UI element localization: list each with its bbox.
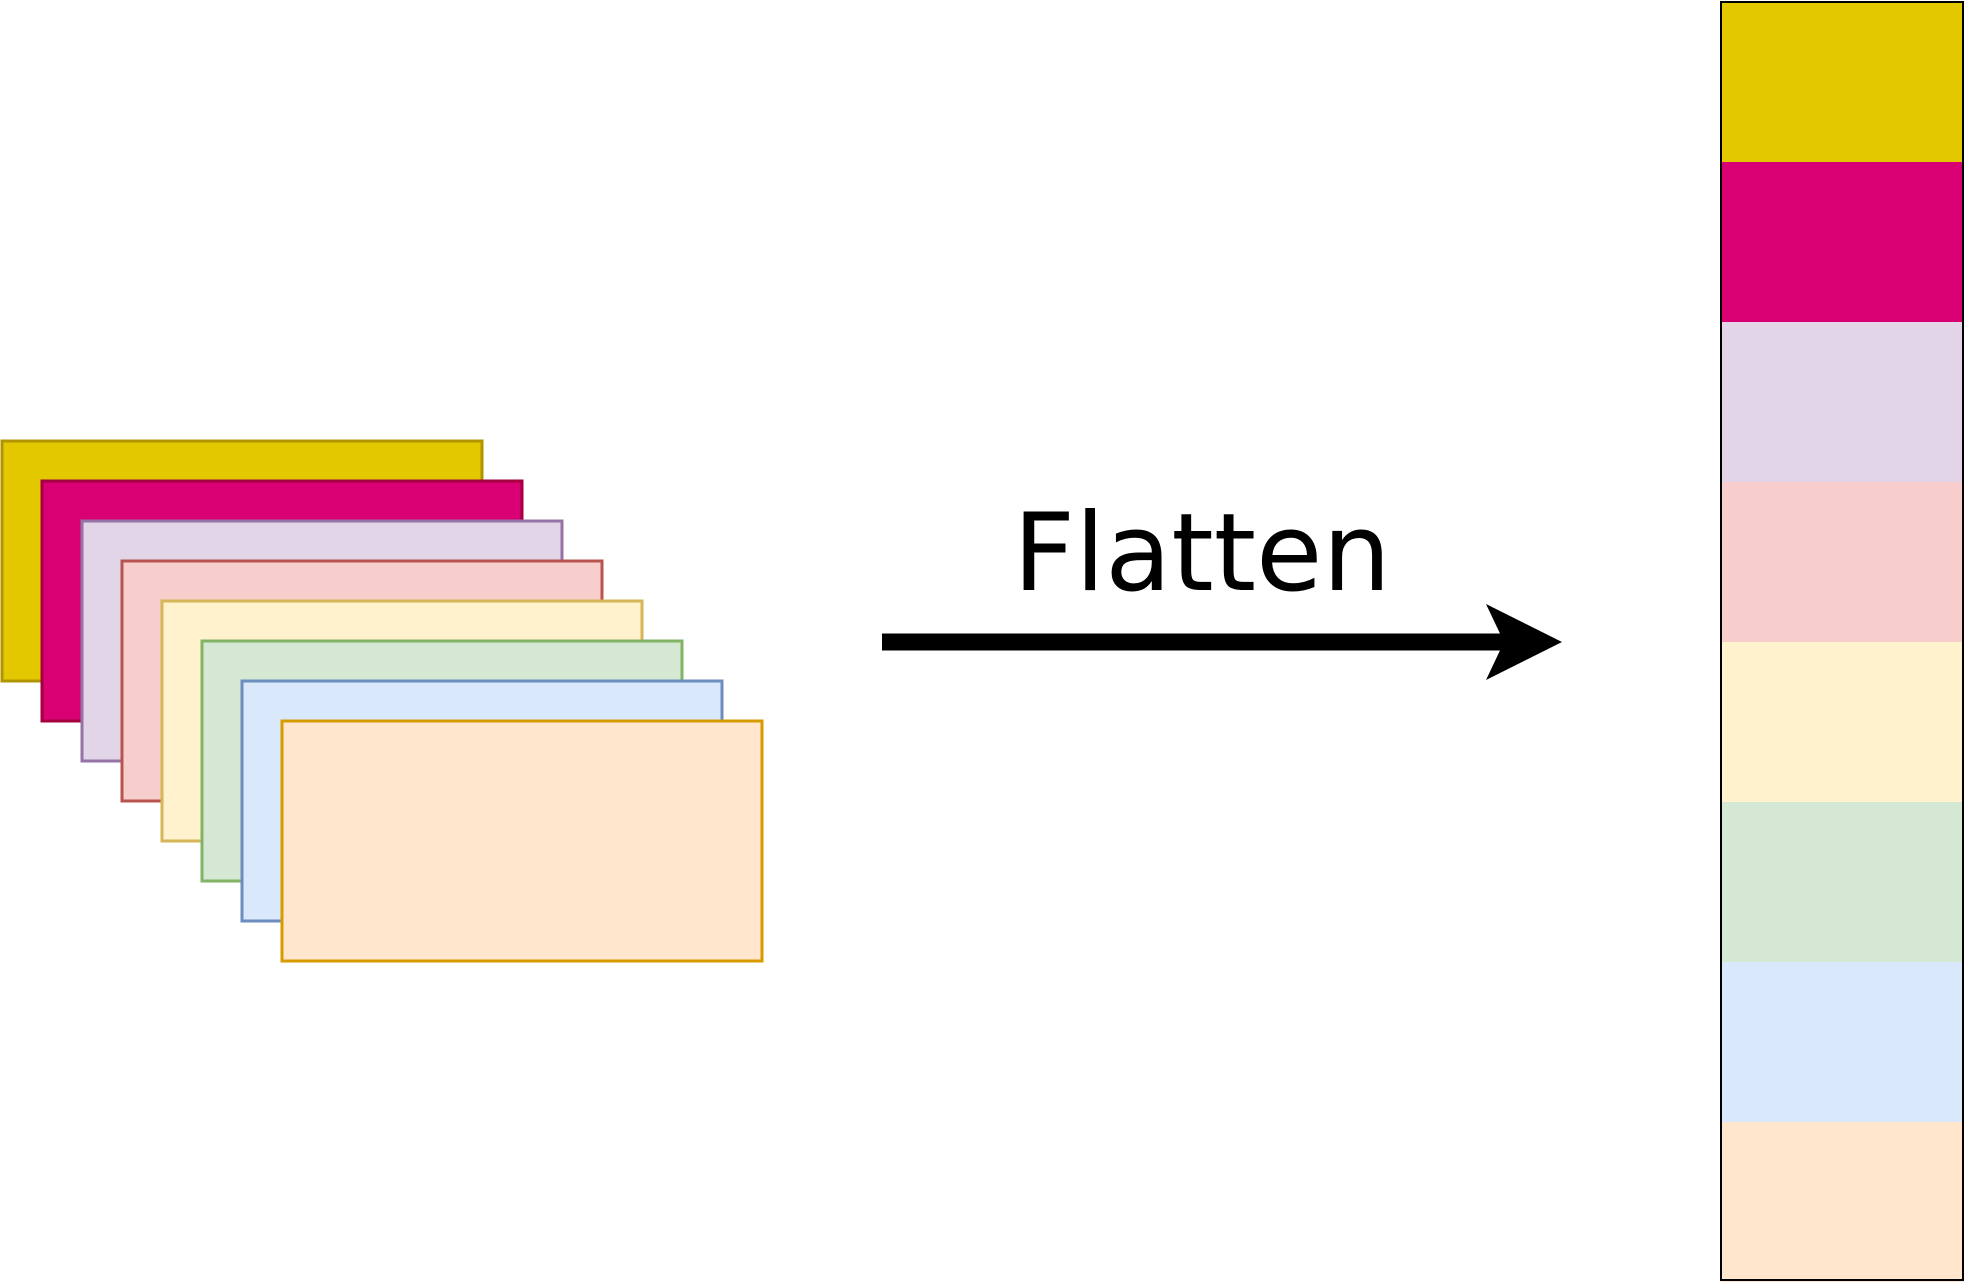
vector-segment-6 bbox=[1721, 802, 1963, 962]
vector-border bbox=[1720, 1, 1964, 1281]
flattened-vector bbox=[1720, 1, 1964, 1282]
vector-segment-3 bbox=[1721, 322, 1963, 482]
feature-map-stack bbox=[0, 439, 764, 963]
vector-segment-8 bbox=[1721, 1122, 1963, 1282]
flatten-label: Flatten bbox=[1013, 491, 1391, 616]
arrow-head bbox=[1486, 604, 1562, 680]
vector-segment-5 bbox=[1721, 642, 1963, 802]
vector-segment-2 bbox=[1721, 162, 1963, 322]
flatten-arrow bbox=[882, 604, 1562, 680]
vector-segment-4 bbox=[1721, 482, 1963, 642]
vector-segment-1 bbox=[1721, 2, 1963, 162]
feature-map-8 bbox=[280, 719, 764, 963]
vector-segment-7 bbox=[1721, 962, 1963, 1122]
